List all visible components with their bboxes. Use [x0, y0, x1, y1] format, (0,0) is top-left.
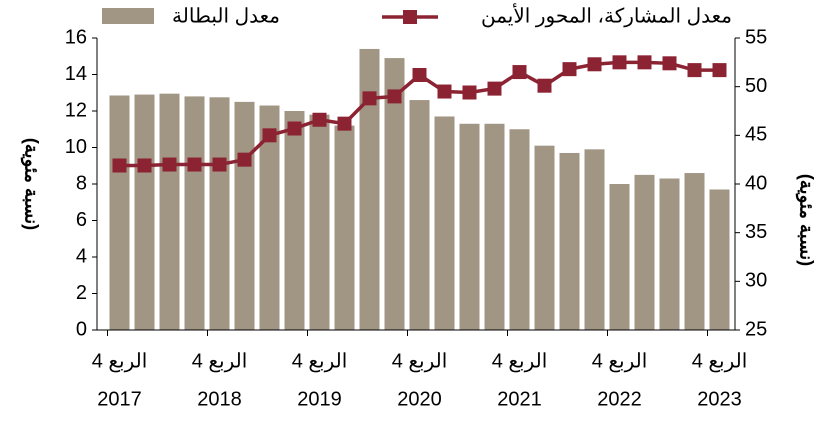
y2-tick-label: 40	[745, 172, 767, 194]
y-tick-label: 10	[65, 136, 87, 158]
bar	[409, 100, 430, 330]
x-tick-label: الربع 4	[92, 350, 148, 372]
marker	[712, 63, 727, 78]
bar	[234, 101, 255, 330]
y-tick-label: 2	[76, 282, 87, 304]
y-tick-label: 8	[76, 172, 87, 194]
bar	[359, 48, 380, 330]
legend-swatch	[403, 10, 417, 24]
marker	[612, 55, 627, 70]
x-tick-label: 2019	[297, 388, 342, 410]
bar	[309, 114, 330, 331]
legend-label: معدل المشاركة، المحور الأيمن	[481, 2, 732, 27]
legend-swatch	[102, 8, 154, 24]
y2-tick-label: 45	[745, 124, 767, 146]
marker	[262, 128, 277, 143]
bar	[184, 96, 205, 331]
x-tick-label: الربع 4	[692, 350, 748, 372]
bar	[659, 178, 680, 330]
bar	[634, 174, 655, 330]
y2-tick-label: 50	[745, 75, 767, 97]
bar	[284, 111, 305, 330]
marker	[237, 152, 252, 167]
x-tick-label: الربع 4	[592, 350, 648, 372]
bar	[384, 58, 405, 330]
marker	[412, 67, 427, 82]
legend-label: معدل البطالة	[172, 5, 280, 27]
marker	[512, 65, 527, 80]
marker	[662, 56, 677, 71]
x-tick-label: 2017	[97, 388, 142, 410]
marker	[387, 89, 402, 104]
marker	[287, 121, 302, 136]
marker	[312, 112, 327, 127]
x-tick-label: الربع 4	[492, 350, 548, 372]
marker	[162, 157, 177, 172]
marker	[212, 157, 227, 172]
y2-tick-label: 25	[745, 318, 767, 340]
marker	[687, 63, 702, 78]
x-tick-label: 2021	[497, 388, 542, 410]
bar	[484, 123, 505, 331]
marker	[112, 158, 127, 173]
bar	[159, 93, 180, 330]
marker	[137, 158, 152, 173]
marker	[537, 78, 552, 93]
bar	[459, 123, 480, 331]
bar	[259, 105, 280, 331]
x-tick-label: 2020	[397, 388, 442, 410]
y2-axis-label: (نسبة مئوية)	[795, 174, 816, 266]
x-tick-label: الربع 4	[392, 350, 448, 372]
y-tick-label: 16	[65, 26, 87, 48]
y-tick-label: 0	[76, 318, 87, 340]
marker	[362, 91, 377, 106]
x-tick-label: الربع 4	[192, 350, 248, 372]
y2-tick-label: 30	[745, 270, 767, 292]
marker	[462, 85, 477, 100]
bar	[334, 125, 355, 330]
bar	[509, 129, 530, 330]
y2-tick-label: 35	[745, 221, 767, 243]
bar	[209, 97, 230, 330]
y-tick-label: 14	[65, 63, 87, 85]
marker	[337, 116, 352, 131]
x-tick-label: 2022	[597, 388, 642, 410]
bar	[609, 184, 630, 330]
bar	[684, 173, 705, 330]
marker	[587, 57, 602, 72]
bar	[434, 116, 455, 330]
bar	[559, 152, 580, 330]
marker	[637, 55, 652, 70]
marker	[487, 81, 502, 96]
x-tick-label: 2018	[197, 388, 242, 410]
y-tick-label: 6	[76, 209, 87, 231]
bar	[584, 149, 605, 330]
bar	[534, 145, 555, 330]
y-tick-label: 12	[65, 99, 87, 121]
marker	[187, 157, 202, 172]
x-tick-label: الربع 4	[292, 350, 348, 372]
y-axis-label: (نسبة مئوية)	[20, 138, 41, 230]
x-tick-label: 2023	[697, 388, 742, 410]
bar	[109, 95, 130, 330]
y-tick-label: 4	[76, 245, 87, 267]
marker	[562, 62, 577, 77]
bar	[709, 189, 730, 330]
y2-tick-label: 55	[745, 26, 767, 48]
bar	[134, 94, 155, 330]
marker	[437, 84, 452, 99]
